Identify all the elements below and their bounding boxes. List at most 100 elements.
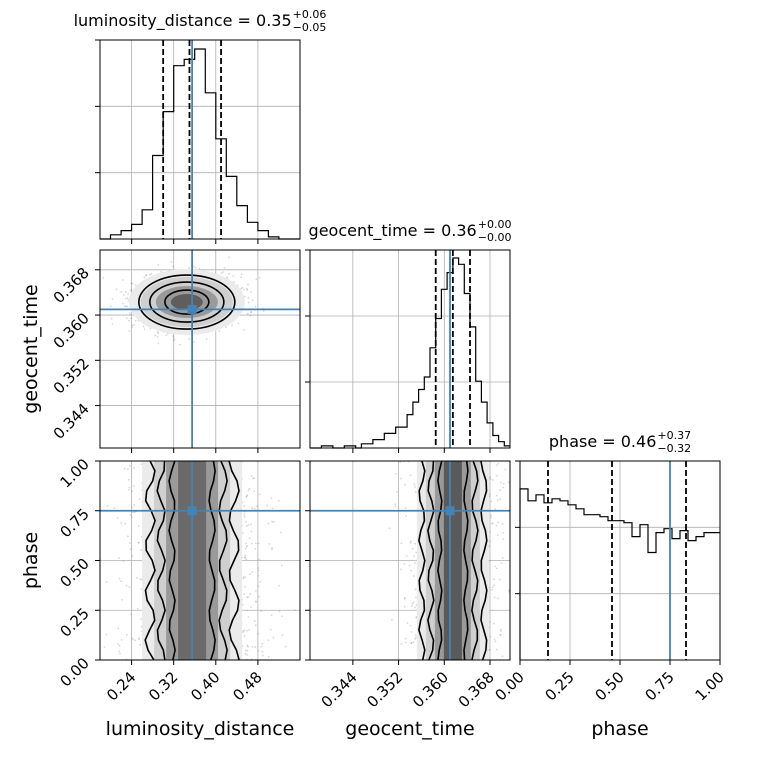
ld-gt-scatter-point [157, 332, 160, 335]
gt-ph-scatter-point [414, 588, 417, 591]
ld-gt-scatter-point [231, 324, 233, 327]
ld-ph-scatter-point [133, 511, 136, 514]
truth-marker [445, 506, 455, 516]
x-tick-label: 0.360 [409, 668, 452, 711]
ld-ph-scatter-point [105, 581, 108, 583]
ld-ph-scatter-point [138, 638, 141, 641]
x-tick-label: 0.32 [145, 668, 181, 704]
ld-ph-scatter-point [128, 465, 131, 467]
gt-ph-scatter-point [512, 631, 514, 633]
gt-ph-scatter-point [414, 491, 417, 494]
gt-ph-scatter-point [502, 538, 505, 541]
ld-ph-scatter-point [131, 511, 134, 514]
ld-gt-scatter-point [228, 256, 230, 259]
ld-ph-scatter-point [243, 556, 246, 559]
gt-ph-scatter-point [490, 516, 493, 519]
ld-gt-scatter-point [143, 276, 146, 279]
gt-ph-scatter-point [411, 605, 413, 608]
gt-ph-scatter-point [491, 522, 494, 525]
ld-ph-scatter-point [120, 580, 123, 583]
gt-ph-scatter-point [504, 468, 507, 471]
ld-gt-scatter-point [111, 322, 114, 325]
ld-ph-scatter-point [257, 542, 260, 545]
ld-ph-scatter-point [120, 522, 123, 524]
ld-ph-scatter-point [254, 547, 257, 550]
ld-gt-scatter-point [178, 343, 181, 346]
truth-marker [187, 506, 197, 516]
gt-ph-scatter-point [391, 618, 393, 621]
ld-ph-scatter-point [140, 463, 143, 466]
gt-ph-scatter-point [388, 527, 391, 530]
ld-ph-scatter-point [257, 649, 260, 652]
ld-ph-scatter-point [247, 616, 250, 618]
gt-ph-scatter-point [414, 486, 417, 488]
y-tick-label: 0.75 [56, 505, 92, 541]
ld-gt-scatter-point [122, 302, 124, 305]
ld-gt-scatter-point [154, 334, 157, 337]
ld-gt-scatter-point [223, 266, 226, 269]
ld-gt-scatter-point [228, 272, 231, 275]
ld-gt-scatter-point [133, 324, 135, 326]
y-tick-label: 0.25 [56, 604, 92, 640]
gt-ph-scatter-point [494, 508, 497, 510]
ld-ph-scatter-point [117, 643, 119, 645]
gt-ph-scatter-point [507, 481, 510, 484]
ld-ph-scatter-point [257, 574, 260, 577]
ld-ph-contour [208, 461, 216, 660]
ld-ph-scatter-point [253, 508, 256, 510]
ld-gt-scatter-point [249, 291, 252, 293]
ld-gt-scatter-point [125, 317, 128, 320]
ld-ph-scatter-point [271, 547, 273, 549]
ld-gt-scatter-point [205, 338, 208, 341]
ld-ph-scatter-point [269, 628, 272, 631]
ld-gt-scatter-point [170, 261, 173, 264]
ld-ph-scatter-point [106, 504, 109, 507]
ld-gt-scatter-point [194, 266, 197, 269]
ld-ph-scatter-point [250, 606, 252, 609]
ld-ph-scatter-point [257, 569, 260, 572]
ld-ph-scatter-point [124, 522, 127, 525]
ld-gt-scatter-point [149, 327, 152, 330]
gt-ph-scatter-point [499, 628, 502, 631]
ld-ph-scatter-point [118, 557, 120, 559]
ld-gt-scatter-point [251, 299, 254, 302]
ld-gt-scatter-point [243, 288, 245, 291]
gt-ph-scatter-point [403, 598, 406, 600]
ld-ph-scatter-point [293, 609, 296, 612]
ld-gt-scatter-point [126, 305, 128, 308]
panel-title: luminosity_distance = 0.35 +0.06−0.05 [74, 8, 327, 34]
gt-ph-scatter-point [403, 605, 406, 608]
ld-ph-scatter-point [244, 547, 247, 550]
ld-gt-scatter-point [125, 297, 127, 300]
ld-ph-scatter-point [250, 475, 253, 477]
gt-ph-scatter-point [499, 498, 502, 500]
phase-histogram [519, 488, 720, 660]
ld-ph-scatter-point [270, 497, 273, 500]
ld-ph-scatter-point [257, 632, 260, 635]
gt-ph-scatter-point [404, 637, 407, 640]
ld-gt-scatter-point [240, 273, 243, 276]
gt-ph-scatter-point [409, 624, 412, 627]
ld-ph-scatter-point [281, 634, 284, 637]
ld-gt-scatter-point [247, 301, 250, 304]
gt-ph-scatter-point [408, 564, 411, 567]
ld-ph-scatter-point [120, 639, 123, 641]
ld-ph-contour [218, 461, 228, 660]
gt-ph-scatter-point [494, 640, 497, 643]
ld-gt-scatter-point [143, 328, 146, 331]
gt-ph-scatter-point [412, 641, 415, 644]
ld-ph-scatter-point [245, 649, 247, 652]
panel-frame [309, 249, 511, 449]
ld-ph-scatter-point [245, 558, 247, 561]
ld-ph-scatter-point [125, 584, 128, 587]
ld-ph-scatter-point [254, 542, 257, 545]
ld-ph-scatter-point [256, 505, 259, 508]
x-tick-label: 0.25 [541, 668, 577, 704]
panel-title-text: luminosity_distance = 0.35 [74, 11, 292, 31]
ld-gt-scatter-point [249, 314, 252, 317]
gt-ph-scatter-point [404, 641, 407, 644]
gt-ph-scatter-point [415, 616, 418, 619]
gt-ph-scatter-point [404, 507, 407, 510]
gt-ph-scatter-point [495, 474, 498, 477]
ld-ph-scatter-point [245, 495, 248, 498]
